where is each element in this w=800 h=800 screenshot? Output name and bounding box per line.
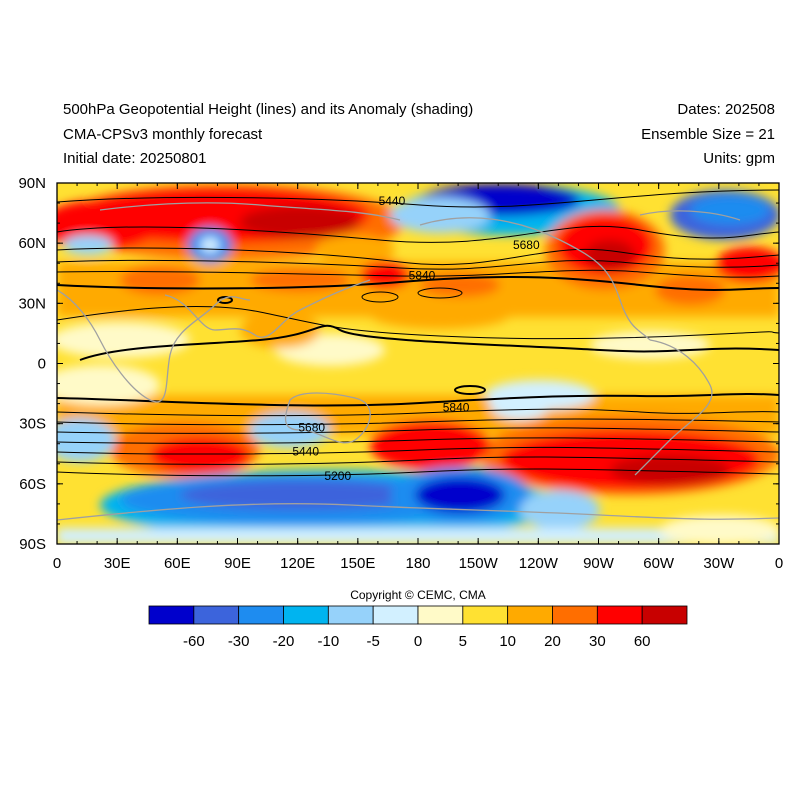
contour-line bbox=[361, 291, 399, 303]
chart-title: 500hPa Geopotential Height (lines) and i… bbox=[63, 101, 474, 118]
contour-line bbox=[57, 468, 779, 477]
coastline bbox=[639, 210, 741, 221]
coastline bbox=[419, 217, 651, 341]
lon-label: 120W bbox=[519, 555, 559, 572]
lat-label: 30N bbox=[18, 295, 46, 312]
colorbar-swatch bbox=[417, 605, 464, 625]
colorbar-label: 60 bbox=[634, 633, 651, 650]
colorbar-swatch bbox=[327, 605, 374, 625]
colorbar-label: -5 bbox=[366, 633, 379, 650]
contour-line bbox=[57, 393, 779, 407]
height-contours bbox=[57, 189, 779, 477]
coastline bbox=[99, 202, 401, 221]
colorbar-swatch bbox=[462, 605, 509, 625]
coastline bbox=[57, 503, 779, 521]
contour-line bbox=[57, 225, 779, 243]
lon-label: 150E bbox=[340, 555, 375, 572]
contour-line bbox=[57, 189, 779, 208]
contour-label: 5680 bbox=[513, 238, 540, 252]
contour-line bbox=[57, 306, 779, 340]
lat-label: 0 bbox=[38, 356, 46, 373]
colorbar: -60 -30 -20 -10 -5 0 5 10 20 30 60 bbox=[148, 605, 688, 650]
colorbar-swatch bbox=[552, 605, 598, 625]
axis-ticks bbox=[56, 182, 780, 545]
contour-line bbox=[217, 296, 233, 304]
coastlines bbox=[57, 202, 779, 521]
colorbar-label: -30 bbox=[228, 633, 250, 650]
colorbar-label: 0 bbox=[414, 633, 422, 650]
contour-label: 5840 bbox=[409, 268, 436, 282]
lon-label: 30E bbox=[104, 555, 131, 572]
colorbar-label: 20 bbox=[544, 633, 561, 650]
colorbar-swatch bbox=[148, 605, 195, 625]
lon-label: 30W bbox=[703, 555, 735, 572]
lon-label: 180 bbox=[405, 555, 430, 572]
contour-line bbox=[57, 247, 779, 266]
contour-line bbox=[57, 269, 779, 278]
lon-label: 60W bbox=[643, 555, 675, 572]
dates-label: Dates: 202508 bbox=[677, 101, 775, 118]
lat-label: 90S bbox=[19, 536, 46, 553]
lat-label: 60S bbox=[19, 476, 46, 493]
lat-label: 60N bbox=[18, 235, 46, 252]
initial-date: Initial date: 20250801 bbox=[63, 150, 207, 167]
contour-line bbox=[57, 446, 779, 455]
contour-line bbox=[79, 324, 779, 361]
contour-line bbox=[57, 418, 779, 426]
anomaly-shading bbox=[57, 183, 779, 544]
contour-line bbox=[57, 456, 779, 465]
lon-label: 0 bbox=[775, 555, 783, 572]
lon-label: 120E bbox=[280, 555, 315, 572]
colorbar-label: -20 bbox=[273, 633, 295, 650]
lon-label: 0 bbox=[53, 555, 61, 572]
colorbar-label: -60 bbox=[183, 633, 205, 650]
colorbar-label: -10 bbox=[317, 633, 339, 650]
lon-label: 90W bbox=[583, 555, 615, 572]
contour-line bbox=[57, 437, 779, 444]
coastline bbox=[284, 392, 371, 444]
lat-label: 30S bbox=[19, 416, 46, 433]
colorbar-swatch bbox=[641, 605, 688, 625]
contour-line bbox=[417, 287, 463, 299]
coastline bbox=[634, 339, 713, 476]
colorbar-label: 5 bbox=[459, 633, 467, 650]
colorbar-label: 30 bbox=[589, 633, 606, 650]
colorbar-swatch bbox=[372, 605, 419, 625]
colorbar-swatch bbox=[507, 605, 553, 625]
axis-label-layer: 90N 60N 30N 0 30S 60S 90S 0 30E 60E 90E 120E 150E 180… bbox=[18, 175, 783, 572]
contour-label: 5680 bbox=[298, 421, 325, 435]
contour-line bbox=[57, 275, 779, 291]
contour-label-layer: 5440 5680 5840 5840 5680 5440 5200 bbox=[292, 194, 540, 483]
lat-label: 90N bbox=[18, 175, 46, 192]
contour-label: 5440 bbox=[379, 194, 406, 208]
contour-label: 5200 bbox=[324, 469, 351, 483]
colorbar-swatch bbox=[283, 605, 329, 625]
coastline bbox=[57, 289, 251, 403]
contour-line bbox=[57, 427, 779, 434]
colorbar-swatch bbox=[193, 605, 240, 625]
colorbar-swatch bbox=[238, 605, 284, 625]
model-name: CMA-CPSv3 monthly forecast bbox=[63, 126, 263, 143]
contour-line bbox=[454, 385, 486, 395]
lon-label: 60E bbox=[164, 555, 191, 572]
units-label: Units: gpm bbox=[703, 150, 775, 167]
contour-line bbox=[57, 408, 779, 417]
lon-label: 90E bbox=[224, 555, 251, 572]
copyright-text: Copyright © CEMC, CMA bbox=[350, 588, 486, 602]
lon-label: 150W bbox=[459, 555, 499, 572]
colorbar-label: 10 bbox=[499, 633, 516, 650]
contour-line bbox=[57, 259, 779, 270]
ensemble-size: Ensemble Size = 21 bbox=[641, 126, 775, 143]
colorbar-swatch bbox=[596, 605, 643, 625]
coastline bbox=[164, 279, 371, 338]
contour-label: 5840 bbox=[443, 401, 470, 415]
contour-label: 5440 bbox=[292, 445, 319, 459]
